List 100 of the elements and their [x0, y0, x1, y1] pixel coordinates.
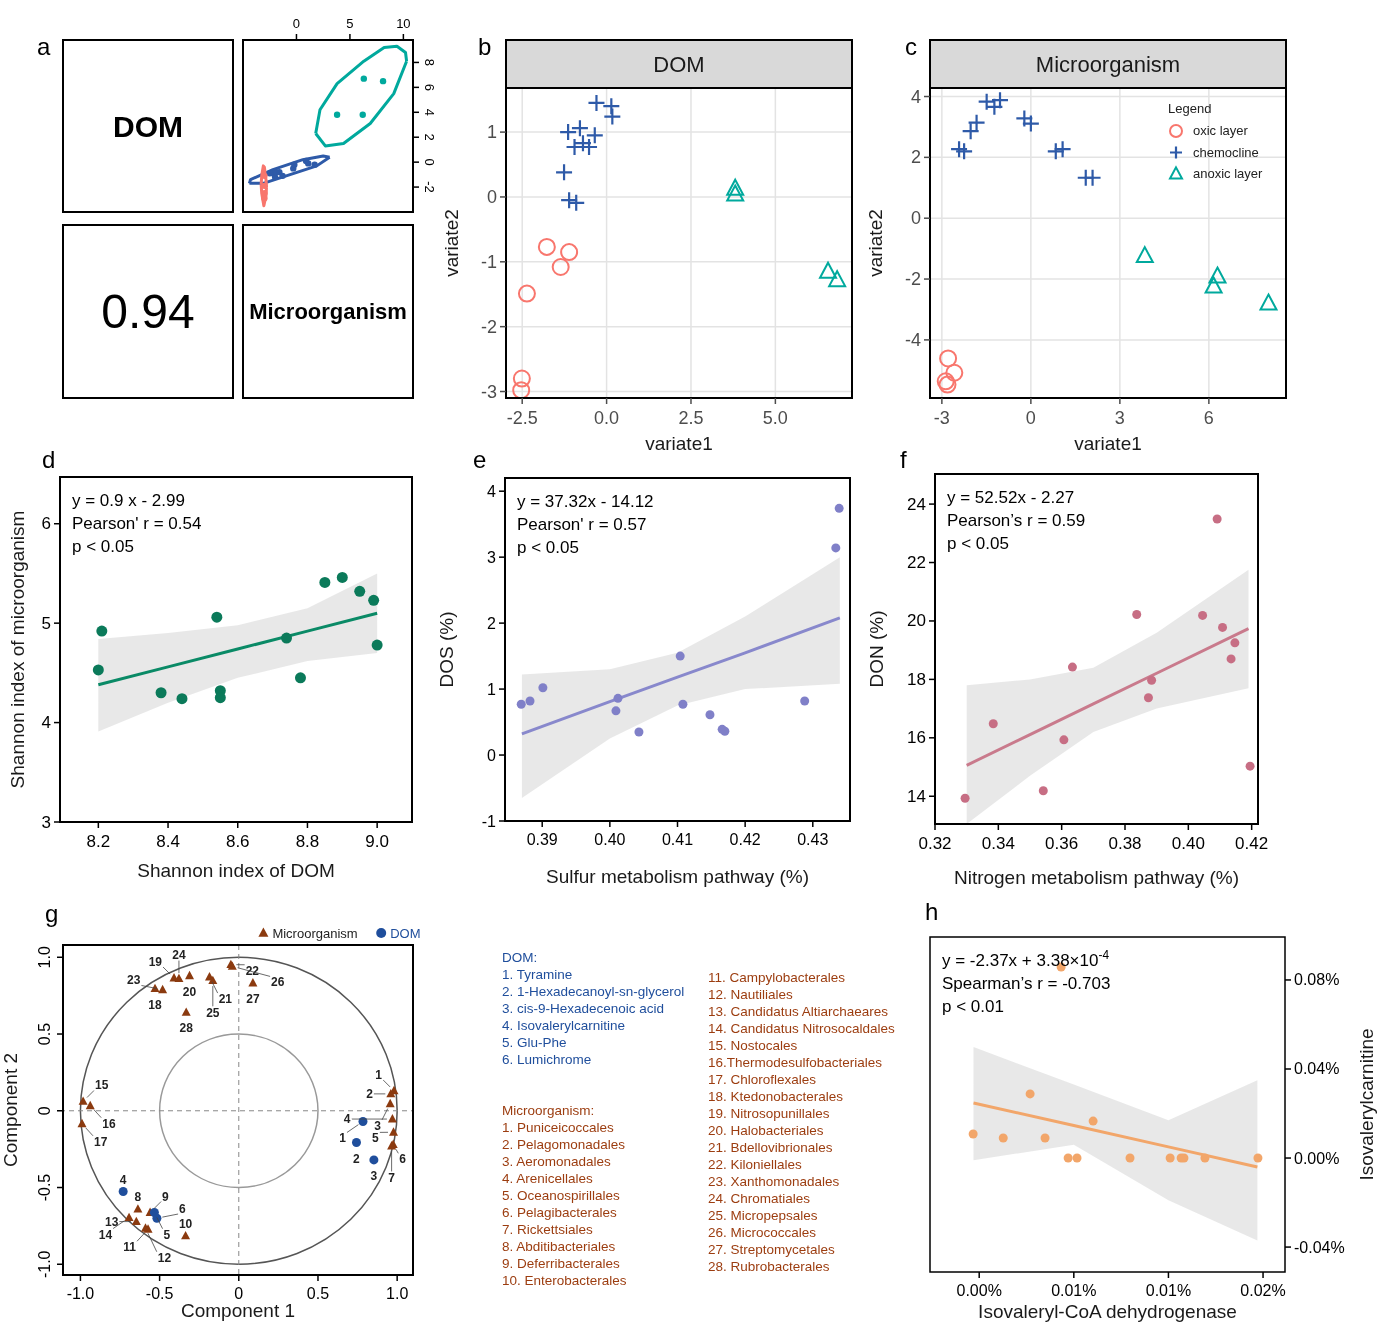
y-tick-label: -1 [480, 251, 497, 272]
annotation: 5 [372, 1131, 380, 1146]
x-tick-label: 0.43 [797, 831, 829, 848]
annotation: 24 [172, 947, 186, 962]
text: g [45, 900, 59, 927]
y-tick-label: 0 [422, 158, 437, 166]
annotation: 9 [162, 1189, 170, 1204]
y-tick-label: 0.08% [1294, 971, 1340, 989]
text: b [478, 33, 492, 60]
annotation: Pearson' r = 0.54 [72, 514, 202, 533]
text: 12. Nautiliales [708, 987, 794, 1002]
x-tick-label: 0.36 [1045, 834, 1079, 853]
text: 15. Nostocales [708, 1038, 798, 1053]
x-tick-label: 8.8 [295, 832, 320, 851]
y-tick-label: 1 [487, 680, 497, 698]
x-tick-label: -3 [933, 408, 950, 428]
x-tick-label: 0 [292, 16, 301, 31]
y-tick-label: 0.04% [1294, 1060, 1340, 1078]
annotation: 4 [343, 1112, 351, 1127]
y-tick-label: -1 [481, 812, 497, 830]
x-tick-label: 8.4 [156, 832, 180, 851]
text: 23. Xanthomonadales [708, 1174, 840, 1189]
x-tick-label: 5 [346, 16, 354, 31]
annotation: 6 [399, 1152, 407, 1167]
y-axis-title: Shannon index of microorganism [7, 510, 28, 789]
y-tick-label: 0 [487, 746, 497, 764]
x-tick-label: 8.6 [225, 832, 250, 851]
y-tick-label: -3 [480, 381, 497, 402]
text: 18. Ktedonobacterales [708, 1089, 844, 1104]
text: 5. Oceanospirillales [502, 1188, 621, 1203]
annotation: y = 0.9 x - 2.99 [72, 491, 185, 510]
text: DOM: [502, 950, 538, 965]
x-axis-title: variate1 [645, 433, 713, 454]
x-tick-label: 1.0 [386, 1285, 409, 1302]
annotation: y = 37.32x - 14.12 [517, 492, 654, 511]
text: 22. Kiloniellales [708, 1157, 803, 1172]
y-tick-label: 2 [910, 147, 921, 168]
x-tick-label: 0.41 [661, 831, 694, 848]
text: 13. Candidatus Altiarchaeares [708, 1004, 889, 1019]
y-tick-label: 3 [487, 548, 497, 566]
annotation: 7 [388, 1171, 396, 1186]
y-tick-label: -4 [904, 329, 921, 350]
text: 5. Glu-Phe [502, 1035, 567, 1050]
text: 1. Puniceicoccales [502, 1120, 615, 1135]
x-tick-label: 0 [234, 1285, 244, 1302]
annotation: 18 [148, 997, 163, 1012]
y-tick-label: 4 [487, 482, 497, 500]
y-tick-label: -1.0 [36, 1250, 54, 1279]
x-tick-label: 0.38 [1108, 834, 1142, 853]
y-tick-label: -0.5 [36, 1173, 54, 1202]
x-tick-label: 0.42 [729, 831, 761, 848]
text: 6. Lumichrome [502, 1052, 592, 1067]
y-tick-label: 6 [422, 83, 437, 91]
text: 11. Campylobacterales [708, 970, 846, 985]
y-tick-label: 20 [907, 611, 926, 631]
y-axis-title: DON (%) [866, 610, 887, 688]
annotation: 26 [271, 975, 285, 990]
annotation: p < 0.01 [942, 997, 1004, 1016]
text: 0.94 [101, 285, 195, 339]
text: 28. Rubrobacterales [708, 1259, 830, 1274]
x-tick-label: 0 [1025, 408, 1036, 428]
y-axis-title: variate2 [441, 209, 462, 277]
y-axis-title: variate2 [865, 209, 886, 277]
x-tick-label: 0.34 [981, 834, 1015, 853]
text: f [900, 446, 907, 473]
x-tick-label: 0.02% [1240, 1282, 1286, 1299]
annotation: 2 [366, 1086, 374, 1101]
text: 3. cis-9-Hexadecenoic acid [502, 1001, 665, 1016]
legend-label: DOM [390, 926, 421, 941]
annotation: Spearman’s r = -0.703 [942, 974, 1111, 993]
annotation: Pearson’s r = 0.59 [947, 511, 1086, 530]
annotation: 15 [95, 1078, 109, 1093]
text: 16.Thermodesulfobacteriales [708, 1055, 883, 1070]
y-tick-label: 3 [41, 812, 51, 832]
y-tick-label: 4 [422, 108, 437, 116]
annotation: 13 [104, 1214, 119, 1229]
text: 4. Isovalerylcarnitine [502, 1018, 626, 1033]
y-tick-label: 14 [907, 786, 926, 806]
annotation: 2 [353, 1151, 361, 1166]
x-tick-label: -0.5 [145, 1285, 174, 1302]
text: 10. Enterobacterales [502, 1273, 627, 1288]
annotation: 5 [163, 1227, 171, 1242]
annotation: Pearson' r = 0.57 [517, 515, 647, 534]
legend-title: Legend [1168, 101, 1212, 116]
x-tick-label: 0.0 [594, 408, 620, 428]
legend-label: chemocline [1193, 144, 1259, 160]
annotation: 11 [123, 1240, 137, 1255]
y-tick-label: -2 [480, 316, 497, 337]
annotation: 14 [98, 1227, 113, 1242]
annotation: 17 [94, 1134, 108, 1149]
annotation: 19 [148, 955, 163, 969]
x-axis-title: Component 1 [180, 1300, 296, 1321]
y-axis-title: DOS (%) [436, 611, 457, 688]
annotation: 3 [374, 1118, 382, 1133]
annotation: 3 [370, 1168, 378, 1183]
annotation: 20 [182, 984, 197, 999]
text: e [473, 446, 487, 473]
y-tick-label: 24 [907, 494, 926, 514]
annotation: p < 0.05 [947, 534, 1009, 553]
x-tick-label: 0.01% [1145, 1282, 1192, 1299]
